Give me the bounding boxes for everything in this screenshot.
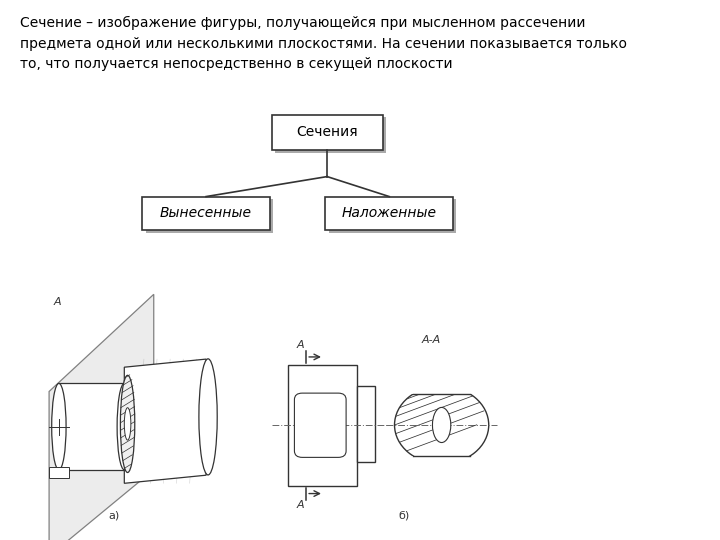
Text: Наложенные: Наложенные <box>342 206 437 220</box>
Text: А: А <box>297 340 304 350</box>
Text: а): а) <box>109 510 120 521</box>
Ellipse shape <box>120 375 135 472</box>
Text: Сечения: Сечения <box>297 125 358 139</box>
FancyBboxPatch shape <box>294 393 346 457</box>
Ellipse shape <box>52 383 66 470</box>
Polygon shape <box>125 359 206 483</box>
Circle shape <box>395 386 489 464</box>
FancyBboxPatch shape <box>143 197 270 230</box>
Ellipse shape <box>125 408 131 440</box>
Bar <box>412 383 472 394</box>
Polygon shape <box>49 294 154 540</box>
Bar <box>412 456 472 467</box>
Ellipse shape <box>199 359 217 475</box>
Bar <box>288 364 356 486</box>
Text: б): б) <box>399 510 410 521</box>
Text: Вынесенные: Вынесенные <box>160 206 252 220</box>
Ellipse shape <box>117 383 132 470</box>
FancyBboxPatch shape <box>145 199 273 233</box>
Text: А: А <box>297 500 304 510</box>
Polygon shape <box>49 467 68 478</box>
FancyBboxPatch shape <box>325 197 453 230</box>
Text: Сечение – изображение фигуры, получающейся при мысленном рассечении
предмета одн: Сечение – изображение фигуры, получающей… <box>19 16 626 71</box>
FancyBboxPatch shape <box>275 117 386 152</box>
FancyBboxPatch shape <box>271 114 383 150</box>
FancyBboxPatch shape <box>329 199 456 233</box>
Text: A: A <box>54 297 61 307</box>
Ellipse shape <box>433 407 451 443</box>
Text: А-А: А-А <box>422 335 441 345</box>
Polygon shape <box>59 383 125 470</box>
Bar <box>356 386 375 462</box>
